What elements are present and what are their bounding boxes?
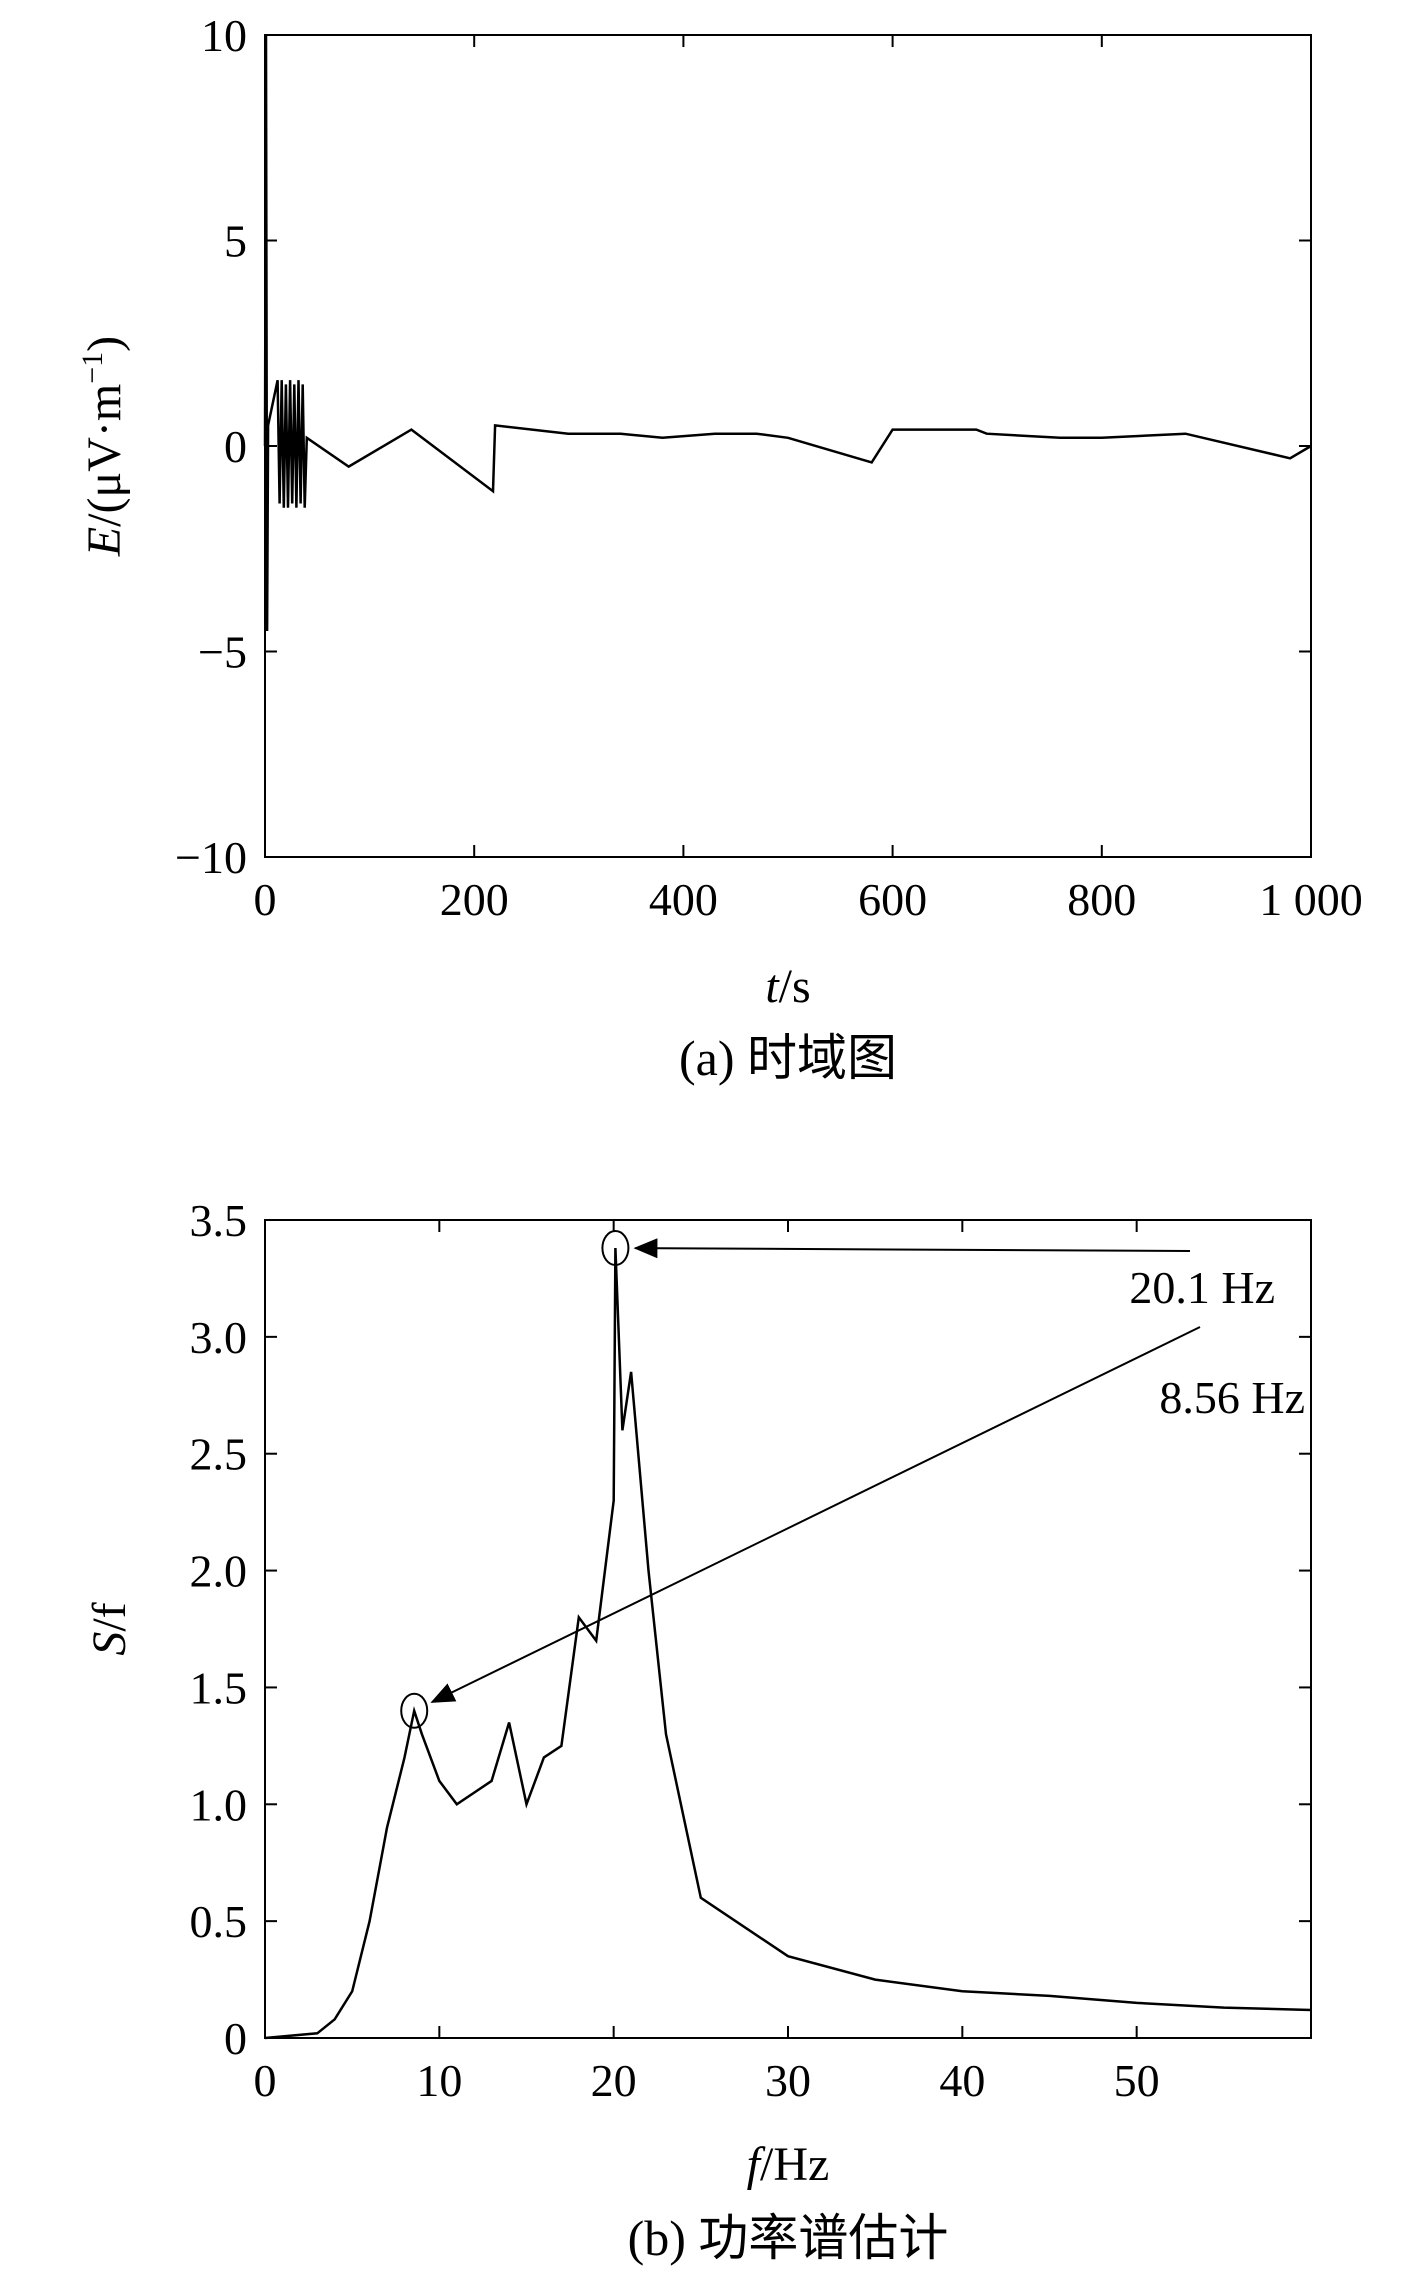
peak-arrow	[633, 1238, 1191, 1259]
caption-a: (a) 时域图	[679, 1030, 897, 1086]
plot-frame-a	[264, 34, 1312, 858]
y-tick-label: 3.5	[190, 1195, 248, 1246]
plot-frame-b	[264, 1219, 1312, 2039]
series-line	[263, 34, 1312, 632]
x-tick-labels-a: 0 200 400 600 800 1 000	[254, 874, 1363, 925]
tick-marks-b	[264, 1219, 1311, 2039]
x-tick-label: 600	[858, 874, 927, 925]
x-tick-label: 200	[440, 874, 509, 925]
x-axis-label-b: f/Hz	[747, 2138, 830, 2191]
x-tick-label: 800	[1067, 874, 1136, 925]
y-tick-label: 0	[224, 2013, 247, 2064]
peak-label: 8.56 Hz	[1159, 1372, 1305, 1423]
series-line	[264, 1247, 1312, 2040]
time-domain-chart: 0 200 400 600 800 1 000 −10 −5 0 5 10 t/s E/(μV·m…	[76, 10, 1363, 1086]
peak-annotations-b: 20.1 Hz 8.56 Hz	[400, 1230, 1305, 1729]
y-axis-label-a: E/(μV·m−1)	[76, 336, 131, 557]
peak-label: 20.1 Hz	[1129, 1262, 1275, 1313]
y-axis-label-b: S/f	[83, 1602, 136, 1655]
y-tick-label: 0.5	[190, 1896, 248, 1947]
peak-arrow	[430, 1326, 1201, 1703]
power-spectrum-chart: 0 10 20 30 40 50 0 0.5 1.0 1.5 2.0 2.5 3.0 3.5 20.1 …	[83, 1195, 1312, 2266]
y-tick-label: −10	[175, 832, 247, 883]
y-tick-label: 5	[224, 216, 247, 267]
y-tick-label: −5	[198, 627, 247, 678]
tick-marks-a	[264, 34, 1312, 858]
y-tick-label: 3.0	[190, 1312, 248, 1363]
x-tick-label: 0	[254, 2055, 277, 2106]
y-tick-label: 2.0	[190, 1546, 248, 1597]
peak-circle	[400, 1692, 429, 1729]
x-tick-label: 30	[765, 2055, 811, 2106]
y-tick-labels-a: −10 −5 0 5 10	[175, 10, 247, 883]
y-tick-label: 0	[224, 421, 247, 472]
y-tick-label: 2.5	[190, 1429, 248, 1480]
x-tick-label: 0	[254, 874, 277, 925]
caption-b: (b) 功率谱估计	[628, 2210, 949, 2266]
y-tick-label: 10	[201, 10, 247, 61]
signal-trace-a	[263, 34, 1312, 632]
spectrum-trace-b	[264, 1247, 1312, 2040]
x-tick-label: 1 000	[1259, 874, 1363, 925]
x-tick-labels-b: 0 10 20 30 40 50	[254, 2055, 1160, 2106]
y-tick-label: 1.0	[190, 1779, 248, 1830]
x-tick-label: 20	[591, 2055, 637, 2106]
y-tick-labels-b: 0 0.5 1.0 1.5 2.0 2.5 3.0 3.5	[190, 1195, 248, 2064]
x-axis-label-a: t/s	[765, 960, 810, 1013]
x-tick-label: 50	[1114, 2055, 1160, 2106]
peak-circle	[601, 1230, 630, 1267]
x-tick-label: 400	[649, 874, 718, 925]
x-tick-label: 10	[416, 2055, 462, 2106]
x-tick-label: 40	[939, 2055, 985, 2106]
y-tick-label: 1.5	[190, 1662, 248, 1713]
